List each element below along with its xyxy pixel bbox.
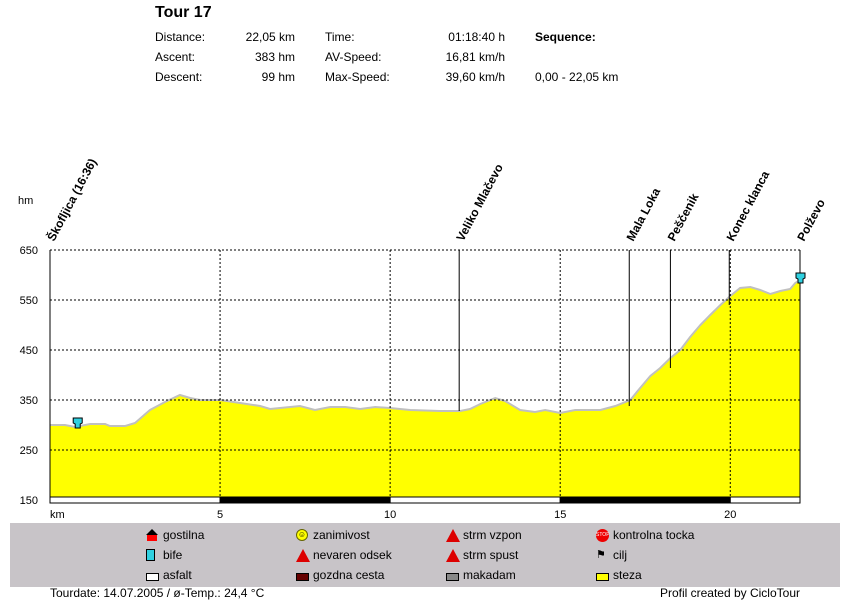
legend-label: kontrolna tocka	[613, 528, 695, 542]
footer-credit: Profil created by CicloTour	[659, 586, 800, 600]
strm-spust-icon	[446, 549, 460, 562]
waypoint-label: Veliko Mlačevo	[453, 161, 505, 243]
steza-icon	[596, 569, 609, 581]
legend-label: steza	[613, 568, 642, 582]
gostilna-icon	[146, 529, 158, 541]
surface-segment	[389, 496, 561, 504]
sequence-label: Sequence:	[535, 30, 596, 44]
waypoint-label: Konec klanca	[724, 168, 773, 243]
time-value: 01:18:40 h	[448, 30, 505, 44]
bife-icon	[146, 549, 158, 561]
tour-title: Tour 17	[155, 4, 212, 21]
avspeed-label: AV-Speed:	[325, 50, 382, 64]
waypoint-label: Peščenik	[665, 191, 702, 244]
legend-label: cilj	[613, 548, 627, 562]
legend-item: STOP kontrolna tocka	[596, 528, 694, 542]
legend-item: ⚑ cilj	[596, 548, 627, 562]
legend-label: gostilna	[163, 528, 205, 542]
x-tick-label: 20	[724, 509, 736, 520]
legend-item: gozdna cesta	[296, 568, 384, 582]
legend-item: nevaren odsek	[296, 548, 392, 562]
y-tick-label: 250	[20, 445, 38, 457]
legend-item: bife	[146, 548, 182, 562]
legend-label: asfalt	[163, 568, 192, 582]
ascent-value: 383 hm	[254, 50, 295, 64]
legend-item: steza	[596, 568, 642, 582]
waypoint-label: Polževo	[794, 197, 828, 244]
legend-item: strm vzpon	[446, 528, 522, 542]
y-tick-label: 650	[20, 245, 38, 257]
footer-tourdate: Tourdate: 14.07.2005 / ø-Temp.: 24,4 °C	[50, 586, 265, 600]
y-tick-label: 550	[20, 295, 38, 307]
x-tick-label: 15	[554, 509, 566, 520]
elevation-area	[50, 280, 800, 500]
gozdna-cesta-icon	[296, 569, 309, 581]
legend-item: gostilna	[146, 528, 204, 542]
elevation-line	[50, 279, 801, 429]
elevation-chart: 650 550 450 350 250 150 5 10 15 20 km hm Škofljica (…	[18, 156, 828, 520]
x-axis-label: km	[50, 509, 65, 520]
legend-item: asfalt	[146, 568, 192, 582]
sequence-value: 0,00 - 22,05 km	[535, 70, 619, 84]
y-axis-label: hm	[18, 195, 33, 207]
surface-segment	[729, 496, 801, 504]
distance-label: Distance:	[155, 30, 206, 44]
makadam-icon	[446, 569, 459, 581]
legend-item: strm spust	[446, 548, 518, 562]
legend-label: zanimivost	[313, 528, 370, 542]
maxspeed-label: Max-Speed:	[325, 70, 390, 84]
asfalt-icon	[146, 569, 159, 581]
legend-label: strm spust	[463, 548, 519, 562]
time-label: Time:	[325, 30, 355, 44]
descent-label: Descent:	[155, 70, 203, 84]
x-tick-label: 10	[384, 509, 396, 520]
legend-label: bife	[163, 548, 183, 562]
y-tick-label: 450	[20, 345, 38, 357]
surface-segment	[49, 496, 221, 504]
ascent-label: Ascent:	[155, 50, 196, 64]
descent-value: 99 hm	[261, 70, 295, 84]
legend-label: strm vzpon	[463, 528, 522, 542]
waypoint-label: Škofljica (16:36)	[43, 156, 99, 244]
nevaren-odsek-icon	[296, 549, 310, 562]
maxspeed-value: 39,60 km/h	[445, 70, 505, 84]
legend-label: gozdna cesta	[313, 568, 385, 582]
strm-vzpon-icon	[446, 529, 460, 542]
legend-label: makadam	[463, 568, 516, 582]
zanimivost-icon: ☺	[296, 529, 308, 541]
bife-icon	[795, 272, 806, 284]
legend-label: nevaren odsek	[313, 548, 392, 562]
avspeed-value: 16,81 km/h	[445, 50, 505, 64]
surface-segment	[559, 496, 731, 504]
legend: gostilna ☺ zanimivost strm vzpon STOP kontrol…	[10, 523, 840, 587]
bife-icon	[72, 417, 83, 429]
legend-item: ☺ zanimivost	[296, 528, 370, 542]
surface-segment	[219, 496, 391, 504]
kontrolna-tocka-icon: STOP	[596, 529, 610, 542]
legend-item: makadam	[446, 568, 516, 582]
distance-value: 22,05 km	[245, 30, 295, 44]
cilj-icon: ⚑	[596, 549, 606, 561]
y-tick-label: 350	[20, 395, 38, 407]
waypoint-label: Mala Loka	[624, 185, 664, 243]
x-tick-label: 5	[217, 509, 223, 520]
y-tick-label: 150	[20, 495, 38, 507]
